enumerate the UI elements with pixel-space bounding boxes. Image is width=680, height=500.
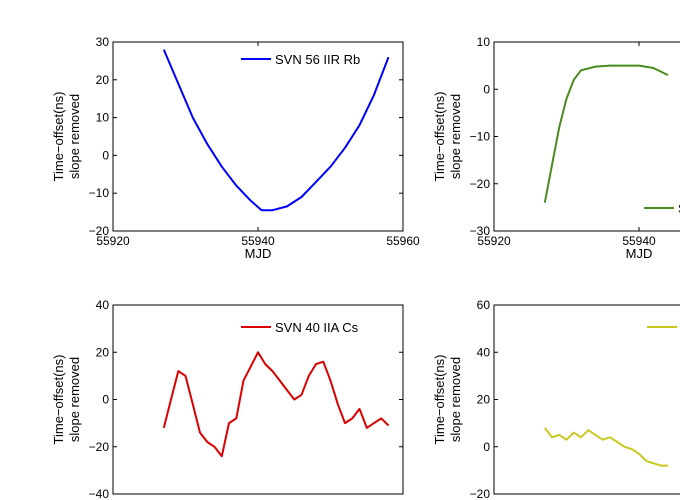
subplot-top-left: −20 −10 0 10 20 30 55920 55940 55960 MJD Time−offs… bbox=[51, 35, 420, 261]
y-tick-label: −30 bbox=[470, 224, 491, 238]
legend-label-0: SVN 56 IIR Rb bbox=[275, 52, 360, 67]
y-tick-label: 10 bbox=[96, 111, 110, 125]
axes-box bbox=[112, 41, 404, 232]
series-line-0 bbox=[162, 49, 390, 212]
y-tick-label: 30 bbox=[96, 35, 110, 49]
y-axis-label-2: slope removed bbox=[448, 357, 463, 442]
subplot-bottom-left: −40 −20 0 20 40 Time−offset(ns) slope removed S… bbox=[51, 298, 404, 500]
y-axis-label: Time−offset(ns) bbox=[432, 92, 447, 182]
y-tick-label: 40 bbox=[96, 298, 110, 312]
y-axis-label: Time−offset(ns) bbox=[51, 92, 66, 182]
y-axis-label: Time−offset(ns) bbox=[432, 355, 447, 445]
x-tick-label: 55960 bbox=[386, 234, 420, 248]
y-tick-label: −20 bbox=[89, 440, 110, 454]
y-tick-label: −20 bbox=[89, 224, 110, 238]
x-tick-label: 55920 bbox=[477, 234, 511, 248]
y-tick-label: −10 bbox=[470, 130, 491, 144]
y-axis-label-2: slope removed bbox=[67, 357, 82, 442]
legend-label-0: SVN 40 IIA Cs bbox=[275, 320, 359, 335]
x-axis-label: MJD bbox=[245, 246, 272, 261]
series-line-0 bbox=[162, 351, 390, 458]
series-line-0 bbox=[543, 64, 669, 203]
axes-box bbox=[493, 41, 680, 232]
y-tick-label: 20 bbox=[96, 345, 110, 359]
y-tick-label: 0 bbox=[483, 82, 490, 96]
axes-box bbox=[112, 304, 404, 495]
y-tick-label: 0 bbox=[102, 148, 109, 162]
x-tick-label: 55940 bbox=[622, 234, 656, 248]
x-tick-label: 55920 bbox=[96, 234, 130, 248]
x-tick-label: 55940 bbox=[241, 234, 275, 248]
y-tick-label: −40 bbox=[89, 487, 110, 500]
y-axis-label: Time−offset(ns) bbox=[51, 355, 66, 445]
series-line-0 bbox=[544, 427, 668, 467]
y-tick-label: 20 bbox=[96, 73, 110, 87]
y-tick-label: 10 bbox=[477, 35, 491, 49]
y-tick-label: 0 bbox=[102, 393, 109, 407]
y-tick-label: 40 bbox=[477, 345, 491, 359]
y-tick-label: 20 bbox=[477, 393, 491, 407]
axes-box bbox=[493, 304, 680, 495]
y-tick-label: −20 bbox=[470, 487, 491, 500]
y-tick-label: −10 bbox=[89, 186, 110, 200]
y-tick-label: 0 bbox=[483, 440, 490, 454]
subplot-bottom-right: −20 0 20 40 60 Time−offset(ns) slope removed bbox=[432, 298, 680, 500]
x-axis-label: MJD bbox=[626, 246, 653, 261]
y-axis-label-2: slope removed bbox=[67, 94, 82, 179]
legend-label-0: S bbox=[678, 201, 680, 216]
y-axis-label-2: slope removed bbox=[448, 94, 463, 179]
y-tick-label: 60 bbox=[477, 298, 491, 312]
y-tick-label: −20 bbox=[470, 177, 491, 191]
